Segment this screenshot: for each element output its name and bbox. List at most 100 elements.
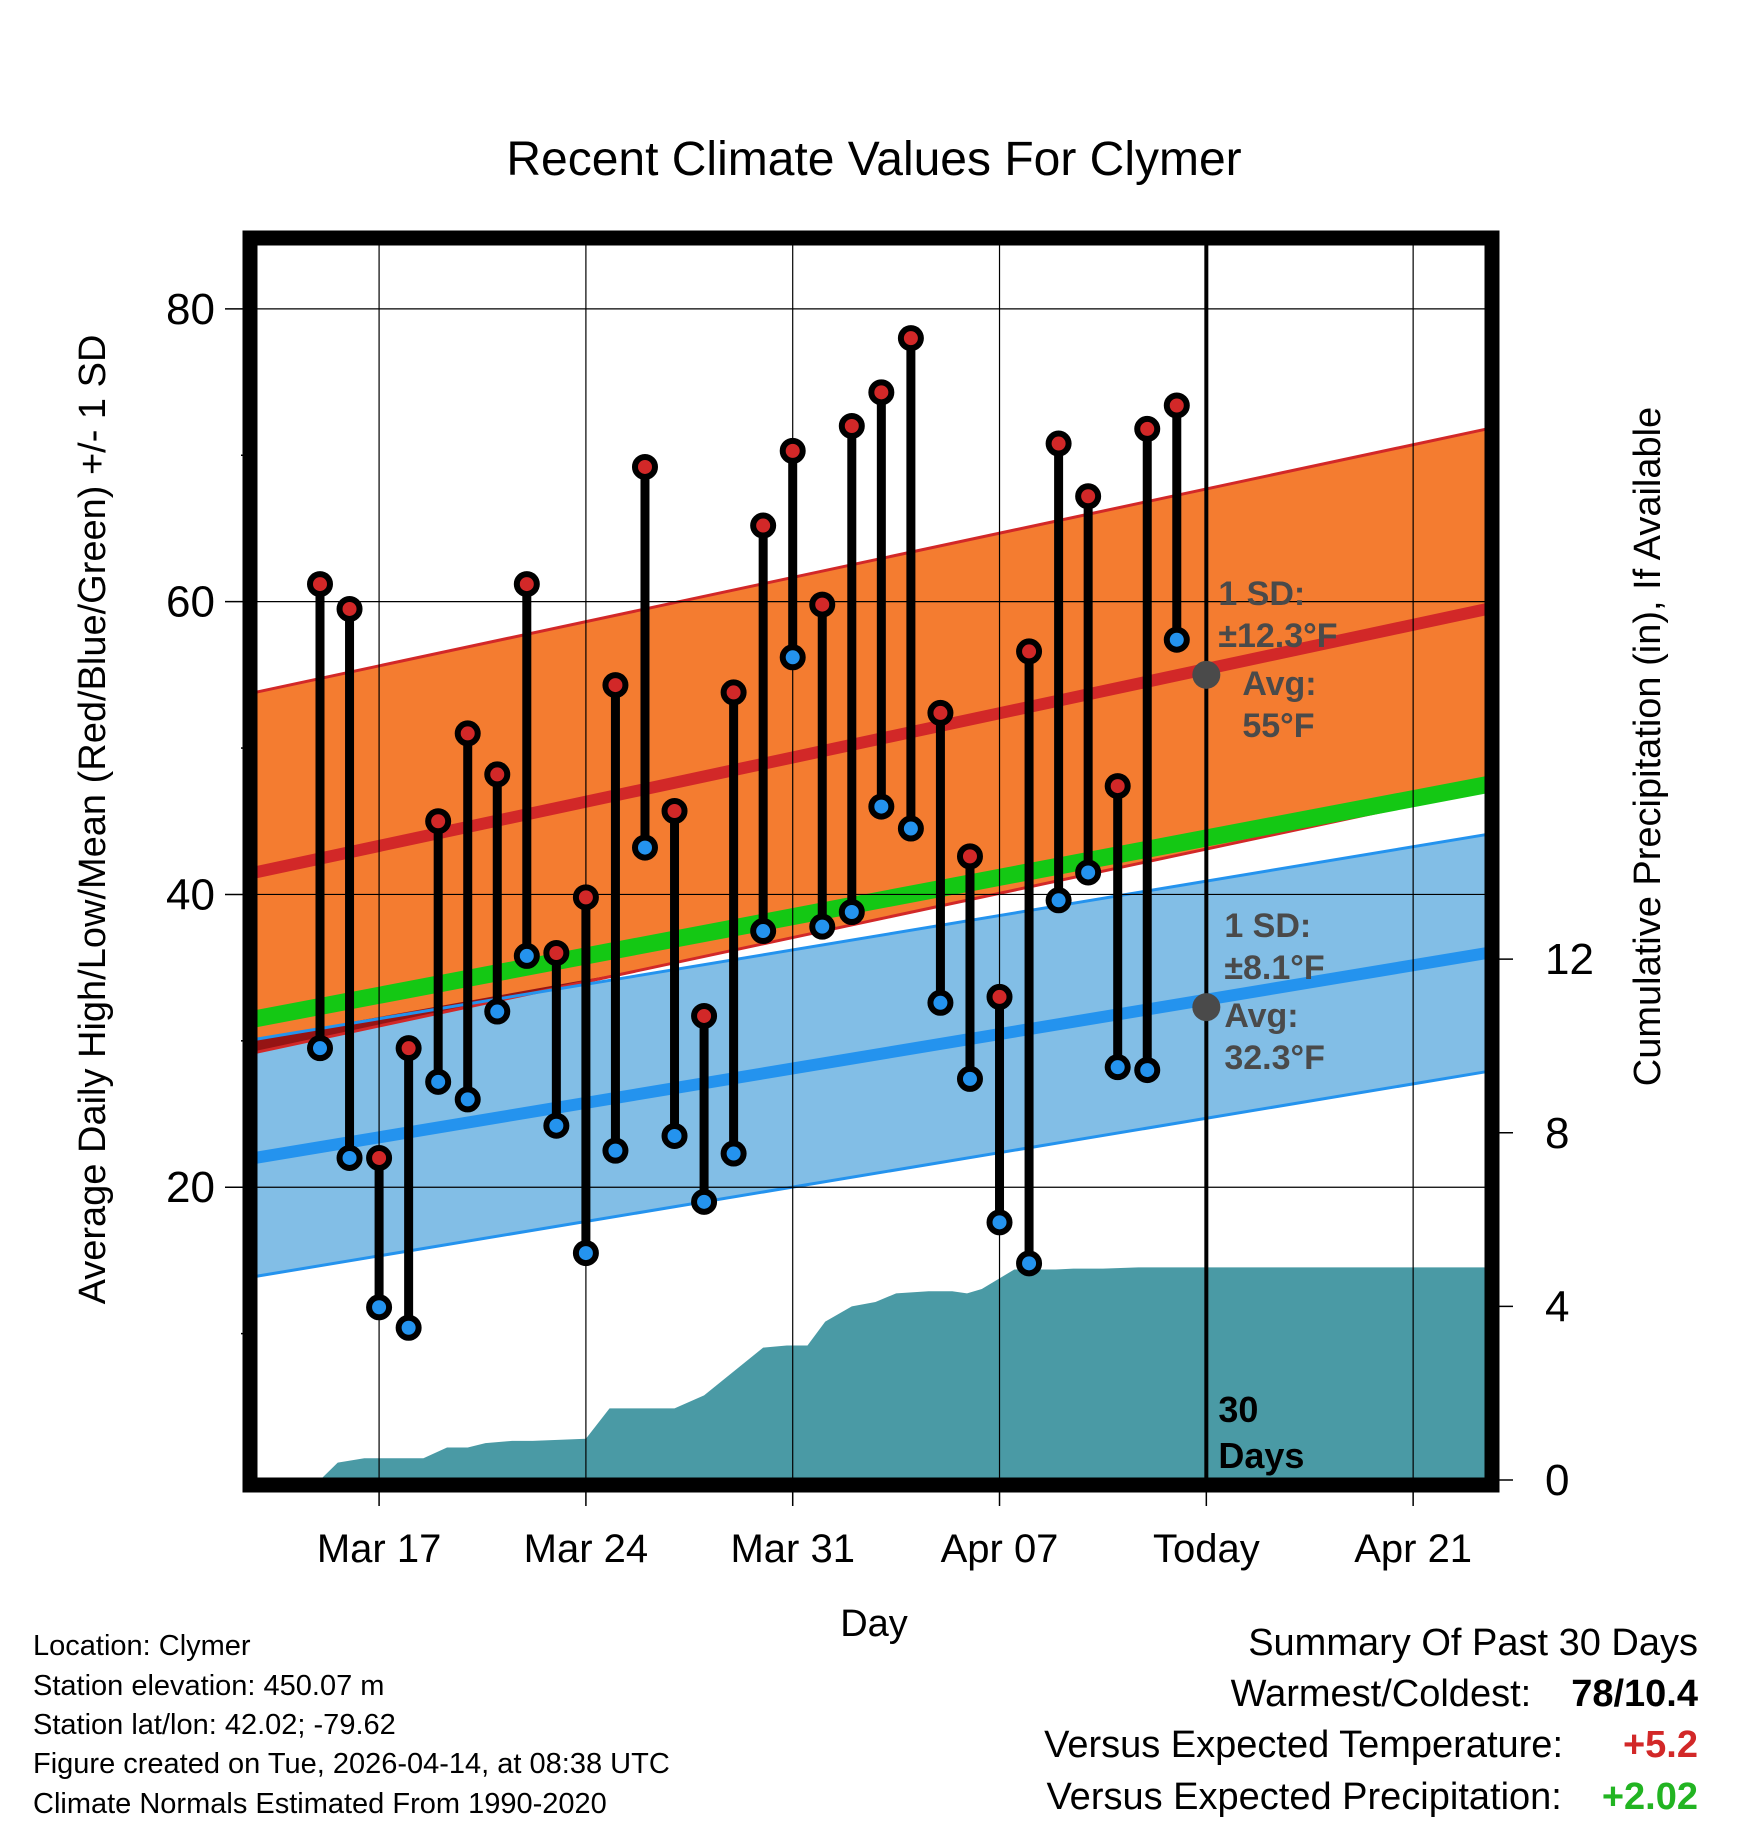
- daily-high-point: [691, 1002, 718, 1029]
- low-avg-annotation-value: 32.3°F: [1224, 1039, 1325, 1077]
- summary-title: Summary Of Past 30 Days: [1248, 1622, 1698, 1664]
- y2-tick-label: 8: [1545, 1109, 1569, 1158]
- daily-low-point: [484, 998, 511, 1025]
- y-axis-label: Average Daily High/Low/Mean (Red/Blue/Gr…: [72, 335, 114, 1305]
- daily-high-point: [1075, 483, 1102, 510]
- daily-high-point: [986, 983, 1013, 1010]
- daily-high-point: [927, 699, 954, 726]
- daily-high-point: [1104, 773, 1131, 800]
- daily-high-point: [572, 884, 599, 911]
- daily-low-point: [631, 834, 658, 861]
- high-sd-annotation-label: 1 SD:: [1218, 575, 1305, 613]
- high-avg-annotation-label: Avg:: [1242, 665, 1316, 703]
- daily-high-point: [838, 412, 865, 439]
- normal-high-line: [253, 603, 1489, 879]
- daily-low-point: [691, 1188, 718, 1215]
- y2-axis-label: Cumulative Precipitation (in), If Availa…: [1627, 407, 1669, 1086]
- daily-low-point: [838, 899, 865, 926]
- daily-low-point: [1045, 887, 1072, 914]
- info-normals-period: Climate Normals Estimated From 1990-2020: [33, 1788, 607, 1820]
- normal-mean-line: [253, 776, 1489, 1028]
- daily-high-point: [513, 571, 540, 598]
- daily-high-point: [1134, 415, 1161, 442]
- warmest-coldest-value: 78/10.4: [1571, 1673, 1698, 1715]
- days-window-label-number: 30: [1218, 1389, 1258, 1430]
- daily-low-point: [661, 1122, 688, 1149]
- x-tick-label: Mar 31: [730, 1527, 855, 1571]
- daily-high-point: [425, 808, 452, 835]
- daily-low-point: [897, 815, 924, 842]
- daily-low-point: [809, 913, 836, 940]
- warmest-coldest-label: Warmest/Coldest:: [1230, 1673, 1532, 1715]
- daily-high-point: [336, 595, 363, 622]
- daily-low-point: [750, 918, 777, 945]
- y-tick-label: 80: [166, 285, 215, 334]
- info-location: Location: Clymer: [33, 1630, 251, 1662]
- x-tick-label: Mar 24: [524, 1527, 649, 1571]
- daily-low-point: [395, 1314, 422, 1341]
- x-tick-label: Apr 07: [941, 1527, 1059, 1571]
- daily-low-point: [720, 1140, 747, 1167]
- y2-tick-label: 4: [1545, 1282, 1569, 1331]
- daily-high-point: [750, 512, 777, 539]
- plot-frame: [242, 230, 1500, 1493]
- normal-low-line: [254, 947, 1488, 1164]
- daily-high-point: [1045, 430, 1072, 457]
- daily-low-point: [454, 1086, 481, 1113]
- x-tick-label: Mar 17: [317, 1527, 442, 1571]
- low-sd-lower-line: [254, 1070, 1488, 1278]
- daily-low-point: [927, 989, 954, 1016]
- daily-high-point: [897, 325, 924, 352]
- temp-departure-value: +5.2: [1622, 1724, 1698, 1766]
- daily-low-point: [1075, 859, 1102, 886]
- daily-high-point: [661, 797, 688, 824]
- normal-low-today-dot: [1192, 993, 1221, 1022]
- y-tick-label: 40: [166, 870, 215, 919]
- daily-low-point: [543, 1112, 570, 1139]
- daily-high-point: [454, 720, 481, 747]
- daily-low-point: [306, 1035, 333, 1062]
- low-avg-annotation-label: Avg:: [1224, 997, 1298, 1035]
- daily-low-point: [868, 793, 895, 820]
- normal-high-today-dot: [1192, 660, 1221, 689]
- summary-warmest-coldest: Warmest/Coldest: 78/10.4: [1231, 1673, 1698, 1716]
- high-sd-lower-line: [254, 787, 1488, 1055]
- daily-low-point: [513, 942, 540, 969]
- summary-precipitation: Versus Expected Precipitation: +2.02: [1046, 1776, 1698, 1819]
- daily-high-point: [1163, 392, 1190, 419]
- x-tick-label: Apr 21: [1354, 1527, 1472, 1571]
- precip-departure-label: Versus Expected Precipitation:: [1046, 1776, 1562, 1818]
- low-sd-annotation-value: ±8.1°F: [1224, 949, 1324, 987]
- daily-high-point: [602, 672, 629, 699]
- daily-high-point: [395, 1035, 422, 1062]
- daily-low-point: [956, 1065, 983, 1092]
- x-axis-label: Day: [840, 1603, 908, 1645]
- daily-low-point: [1163, 626, 1190, 653]
- daily-low-point: [779, 644, 806, 671]
- high-sd-upper-line: [254, 427, 1488, 694]
- daily-high-point: [631, 453, 658, 480]
- low-sd-annotation-label: 1 SD:: [1224, 907, 1311, 945]
- daily-low-point: [425, 1068, 452, 1095]
- daily-high-point: [809, 591, 836, 618]
- days-window-label-unit: Days: [1218, 1435, 1304, 1476]
- daily-low-point: [366, 1294, 393, 1321]
- daily-low-point: [1016, 1250, 1043, 1277]
- y-tick-label: 20: [166, 1163, 215, 1212]
- precipitation-area: [319, 1267, 1488, 1480]
- chart-title: Recent Climate Values For Clymer: [506, 133, 1241, 186]
- daily-low-point: [1134, 1057, 1161, 1084]
- low-sd-upper-line: [254, 832, 1488, 1041]
- daily-low-point: [572, 1240, 599, 1267]
- daily-low-point: [1104, 1054, 1131, 1081]
- daily-high-point: [779, 437, 806, 464]
- daily-high-point: [484, 761, 511, 788]
- info-elevation: Station elevation: 450.07 m: [33, 1670, 385, 1702]
- daily-low-point: [336, 1144, 363, 1171]
- daily-high-point: [366, 1144, 393, 1171]
- daily-high-point: [306, 571, 333, 598]
- daily-low-point: [602, 1137, 629, 1164]
- daily-high-point: [956, 843, 983, 870]
- summary-temperature: Versus Expected Temperature: +5.2: [1044, 1724, 1698, 1767]
